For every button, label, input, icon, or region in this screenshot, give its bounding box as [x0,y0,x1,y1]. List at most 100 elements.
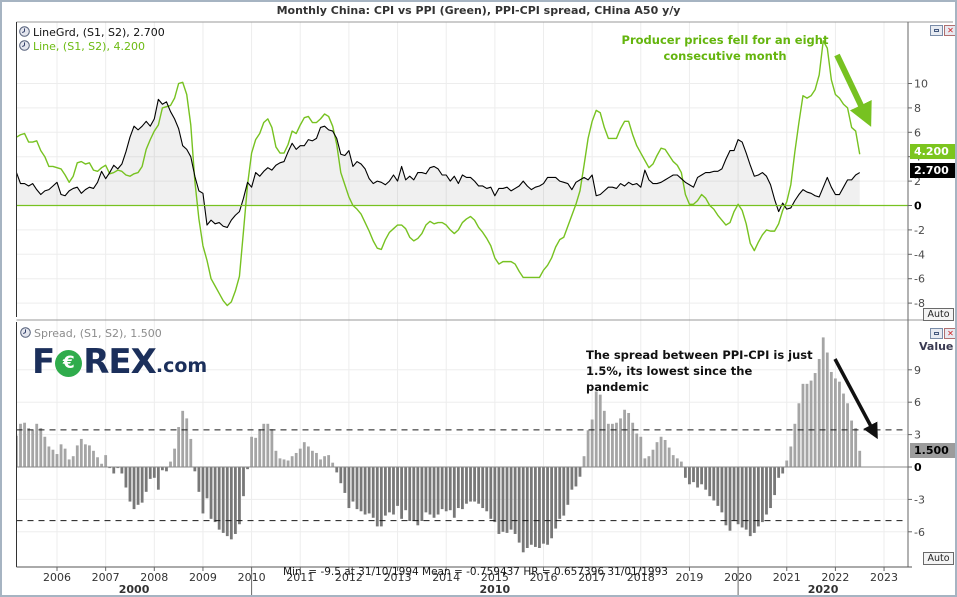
auto-scale-button-bottom[interactable]: Auto [923,552,954,565]
spread-bar [761,467,764,523]
spread-bar [193,467,197,472]
svg-text:2008: 2008 [140,571,168,584]
annotation-spread: The spread between PPI-CPI is just 1.5%,… [586,347,818,395]
minimize-icon[interactable] [930,328,943,339]
spread-bar [525,467,529,548]
spread-bar [582,456,586,467]
spread-bar [635,433,639,467]
spread-bar [189,438,193,467]
spread-bar [229,467,233,540]
spread-bar [233,467,237,534]
spread-bar [712,467,716,501]
spread-bar [566,467,570,505]
indicator-clock-icon [19,40,30,51]
spread-bar [39,428,43,467]
spread-bar [379,467,383,527]
spread-bar [392,467,395,515]
forex-logo-o-icon: € [55,350,83,377]
top-panel-series [16,40,861,307]
spread-bar [19,423,22,467]
close-icon[interactable]: ✕ [944,25,955,36]
spread-bar [639,436,643,467]
spread-bar [521,467,525,553]
close-icon[interactable]: ✕ [944,328,955,339]
spread-bar [71,456,75,467]
spread-bar [558,467,562,519]
spread-bar [242,467,245,497]
svg-text:2016: 2016 [530,571,558,584]
spread-bar [858,450,862,467]
spread-bar [416,467,420,526]
spread-bar [797,403,801,467]
spread-bar [246,467,249,470]
spread-bar [420,467,424,521]
spread-bar [769,467,772,509]
spread-bar [748,467,752,537]
spread-bar [225,467,229,537]
spread-bar [298,448,302,467]
svg-text:2006: 2006 [43,571,71,584]
spread-bar [302,442,306,467]
spread-bar [477,467,481,504]
spread-bar [489,467,493,519]
spread-bar [627,413,631,467]
axes[interactable]: 1086420-2-4-6-89630-3-620062007200820092… [16,21,954,596]
svg-text:9: 9 [914,364,921,377]
logo-letter-f: F [32,342,55,382]
spread-bar [100,463,103,467]
legend-item-ppi[interactable]: Line, (S1, S2), 4.200 [19,39,145,53]
spread-bar [290,456,294,467]
minimize-icon[interactable] [930,25,943,36]
spread-bar [542,467,545,544]
spread-bar [31,430,35,467]
spread-bar [440,467,444,510]
price-tag-cpi: 2.700 [910,163,955,178]
svg-text:-3: -3 [914,493,925,506]
legend-item-cpi[interactable]: LineGrd, (S1, S2), 2.700 [19,25,165,39]
spread-bar [205,467,209,499]
svg-text:2022: 2022 [821,571,849,584]
spread-bar [201,467,205,514]
spread-bar [88,445,91,467]
spread-bar [55,454,59,467]
svg-text:-6: -6 [914,273,925,286]
spread-bar [140,467,144,503]
annotation-line: consecutive month [663,49,787,63]
spread-bar [83,444,87,467]
spread-bar [108,467,112,469]
bottom-panel-series [16,337,862,553]
spread-bar [59,444,63,467]
spread-bar [465,467,468,504]
spread-bar [161,467,164,471]
spread-bar [570,467,574,490]
spread-bar [554,467,558,529]
spread-bar [736,467,740,525]
spread-bar [177,427,181,467]
auto-scale-button-top[interactable]: Auto [923,308,954,321]
spread-bar [501,467,505,532]
spread-bar [461,467,464,510]
spread-bar [359,467,363,512]
spread-bar [79,438,83,467]
value-axis-label: Value [919,340,954,353]
spread-bar [546,467,549,545]
legend-item-spread[interactable]: Spread, (S1, S2), 1.500 [20,326,162,340]
spread-bar [679,461,683,467]
panel-bottom-window-buttons: ✕ [930,328,955,339]
spread-bar [671,455,675,467]
spread-bar [306,446,310,467]
spread-bar [148,467,152,479]
spread-bar [400,467,404,519]
svg-text:2023: 2023 [870,571,898,584]
spread-bar [493,467,497,523]
spread-bar [517,467,521,543]
spread-bar [181,410,185,467]
spread-bar [173,448,176,467]
spread-bar [481,467,485,509]
legend-label-cpi: LineGrd, (S1, S2), 2.700 [33,26,165,39]
spread-bar [716,467,720,506]
spread-bar [801,383,805,467]
spread-bar [529,467,533,545]
spread-bar [659,436,663,467]
